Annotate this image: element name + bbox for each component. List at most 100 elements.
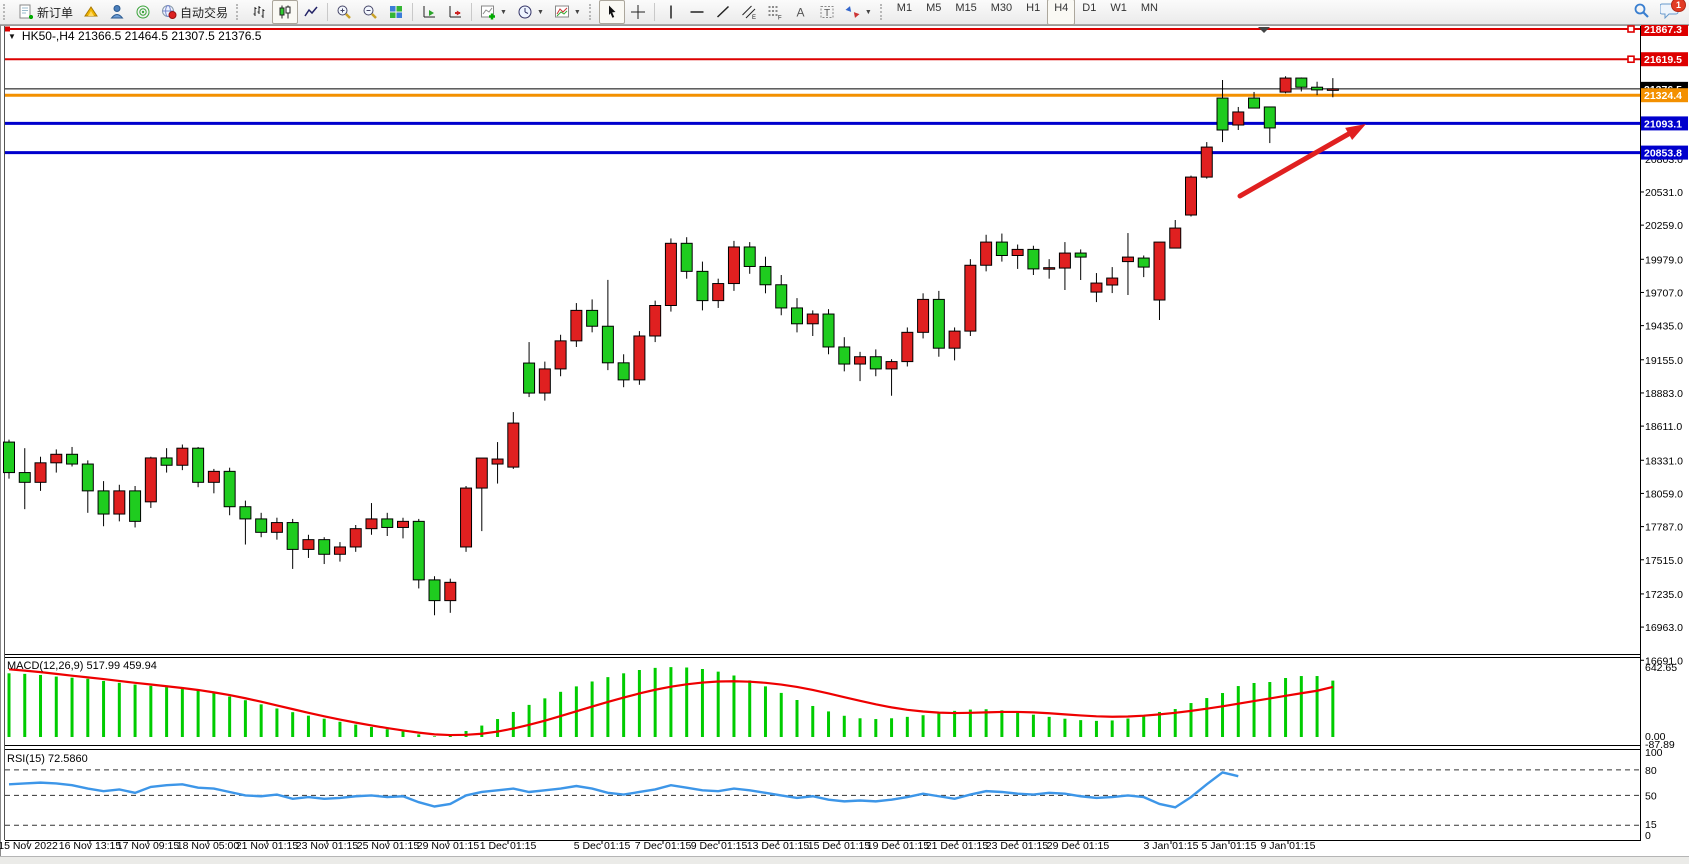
time-axis-label: 9 Jan 01:15 [1261, 840, 1316, 852]
dropdown-arrow: ▼ [864, 8, 872, 16]
candle-bear [381, 518, 394, 528]
line-handle[interactable] [5, 26, 10, 32]
horizontal-line-button[interactable] [684, 0, 710, 24]
auto-trading-button[interactable]: 自动交易 [156, 0, 233, 24]
price-badge [1641, 88, 1688, 103]
equidistant-channel-button[interactable]: E [736, 0, 762, 24]
market-watch-button[interactable] [78, 0, 104, 24]
rsi-scale-label: 15 [1645, 819, 1657, 831]
chart-shift-button[interactable] [442, 0, 468, 24]
price-axis-tick-label: 16963.0 [1645, 622, 1683, 634]
tile-windows-button[interactable] [383, 0, 409, 24]
candle-bull [901, 331, 914, 363]
candlestick-chart-button[interactable] [272, 0, 299, 24]
toolbar-grip [588, 4, 596, 20]
price-badge [1641, 52, 1688, 67]
trend-arrow-shaft[interactable] [1237, 128, 1357, 199]
search-icon[interactable] [1633, 2, 1650, 22]
crosshair-button[interactable] [625, 0, 651, 24]
price-axis-tick-label: 17787.0 [1645, 522, 1683, 534]
timeframe-m5-button[interactable]: M5 [926, 2, 942, 14]
timeframe-w1-button[interactable]: W1 [1110, 2, 1127, 14]
timeframe-d1-button[interactable]: D1 [1082, 2, 1097, 14]
candle-bear [601, 325, 614, 364]
trendline-button[interactable] [710, 0, 736, 24]
timeframe-h4-button[interactable]: H4 [1047, 0, 1076, 25]
new-order-button[interactable]: 新订单 [13, 0, 78, 24]
candle-bear [838, 346, 851, 365]
candle-bull [554, 340, 567, 370]
notification-badge: 1 [1670, 0, 1686, 12]
text-button[interactable]: A [788, 0, 814, 24]
zoom-out-icon [362, 4, 378, 20]
candle-bear [759, 265, 772, 286]
line-chart-icon [303, 4, 319, 20]
line-chart-button[interactable] [298, 0, 324, 24]
cursor-button[interactable] [598, 0, 625, 24]
chart-title-text: HK50-,H4 21366.5 21464.5 21307.5 21376.5 [21, 29, 262, 43]
fibonacci-button[interactable]: F [762, 0, 788, 24]
zoom-out-button[interactable] [357, 0, 383, 24]
toolbar-separator [412, 3, 414, 21]
templates-button[interactable]: ▼ [549, 0, 586, 24]
rsi-indicator-label: RSI(15) 72.5860 [7, 753, 88, 765]
news-button[interactable] [130, 0, 156, 24]
price-badge-label: 21324.4 [1644, 90, 1682, 102]
toolbar-separator [653, 3, 655, 21]
candle-bull [302, 539, 315, 550]
candle-bull [176, 447, 189, 466]
candle-bull [727, 246, 740, 285]
candle-bull [712, 283, 725, 302]
candle-bull [491, 458, 504, 465]
toolbar-separator [327, 3, 329, 21]
time-axis-label: 23 Nov 01:15 [296, 840, 359, 852]
price-axis-tick-label: 18611.0 [1645, 421, 1682, 433]
candle-bull [365, 518, 378, 530]
line-handle[interactable] [1627, 55, 1635, 64]
auto-scroll-button[interactable] [416, 0, 442, 24]
add-indicator-icon [480, 4, 496, 20]
timeframe-mn-button[interactable]: MN [1140, 2, 1158, 14]
data-window-button[interactable] [104, 0, 130, 24]
vertical-line-icon [663, 4, 679, 20]
notifications-icon[interactable]: 1 [1659, 0, 1686, 22]
candle-bull [633, 335, 646, 381]
candle-bear [97, 490, 110, 515]
trendline-icon [715, 4, 731, 20]
price-axis-tick-label: 20259.0 [1645, 220, 1683, 232]
arrows-button[interactable]: ▼ [840, 0, 877, 24]
dropdown-arrow: ▼ [536, 8, 544, 16]
candle-bear [66, 453, 79, 465]
zoom-in-button[interactable] [331, 0, 357, 24]
candle-bull [34, 462, 47, 483]
candle-bull [1232, 111, 1245, 126]
time-axis-label: 29 Dec 01:15 [1047, 840, 1110, 852]
price-axis-tick-label: 17515.0 [1645, 555, 1683, 567]
line-handle[interactable] [1627, 25, 1635, 33]
trend-arrow-head[interactable] [1345, 124, 1366, 141]
candle-bear [932, 298, 945, 349]
periods-button[interactable]: ▼ [512, 0, 549, 24]
candle-bull [207, 470, 220, 483]
timeframe-h1-button[interactable]: H1 [1026, 2, 1041, 14]
add-indicator-button[interactable]: ▼ [475, 0, 512, 24]
text-label-button[interactable]: T [814, 0, 840, 24]
timeframe-m30-button[interactable]: M30 [990, 2, 1013, 14]
candle-bull [1169, 227, 1182, 249]
candle-bull [917, 298, 930, 333]
candle-bear [223, 470, 236, 508]
candle-bull [964, 264, 977, 332]
text-icon: A [793, 4, 809, 20]
candle-bear [286, 522, 299, 550]
fibonacci-icon: F [767, 4, 783, 20]
bar-chart-button[interactable] [246, 0, 272, 24]
data-window-icon [109, 4, 125, 20]
timeframe-m1-button[interactable]: M1 [896, 2, 913, 14]
collapse-arrow-icon[interactable]: ▼ [8, 31, 16, 41]
vertical-line-button[interactable] [658, 0, 684, 24]
timeframe-m15-button[interactable]: M15 [955, 2, 977, 14]
price-badge-label: 21619.5 [1644, 54, 1682, 66]
candle-bear [791, 307, 803, 325]
rsi-scale-label: 100 [1645, 747, 1663, 759]
